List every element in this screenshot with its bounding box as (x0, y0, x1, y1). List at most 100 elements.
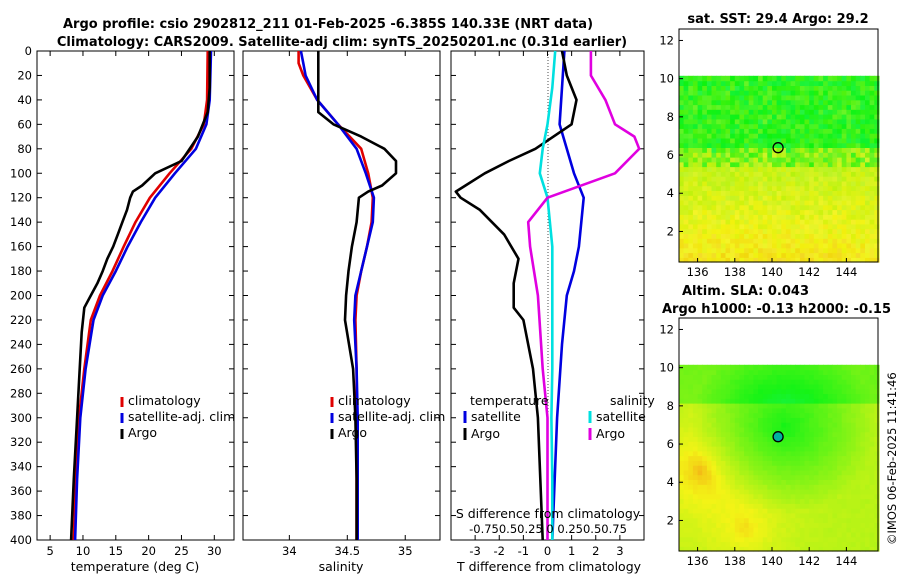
heatmap-cell (776, 403, 782, 409)
heatmap-cell (748, 209, 754, 215)
heatmap-cell (823, 252, 829, 258)
heatmap-cell (846, 204, 852, 211)
heatmap-cell (865, 133, 871, 139)
heatmap-cell (855, 503, 861, 509)
heatmap-cell (790, 503, 796, 509)
heatmap-cell (865, 546, 871, 552)
heatmap-cell (734, 118, 740, 125)
heatmap-cell (799, 517, 806, 523)
heatmap-cell (837, 383, 843, 390)
heatmap-cell (725, 114, 731, 120)
heatmap-cell (809, 403, 815, 409)
heatmap-cell (832, 441, 838, 447)
heatmap-cell (865, 441, 871, 447)
heatmap-cell (809, 185, 815, 191)
heatmap-cell (776, 118, 782, 125)
heatmap-cell (799, 199, 806, 206)
heatmap-cell (730, 527, 736, 533)
heatmap-cell (785, 450, 792, 457)
heatmap-cell (846, 369, 852, 375)
heatmap-cell (846, 209, 852, 215)
heatmap-cell (855, 398, 861, 404)
heatmap-cell (683, 257, 689, 263)
heatmap-cell (813, 398, 819, 404)
heatmap-cell (860, 80, 866, 86)
heatmap-cell (855, 157, 861, 163)
heatmap-cell (730, 204, 736, 211)
heatmap-cell (799, 128, 806, 134)
heatmap-cell (767, 431, 773, 437)
heatmap-cell (790, 546, 796, 552)
heatmap-cell (809, 508, 815, 514)
heatmap-cell (702, 517, 708, 523)
heatmap-cell (762, 152, 768, 158)
heatmap-cell (748, 75, 754, 82)
heatmap-cell (706, 142, 713, 148)
heatmap-cell (841, 252, 847, 258)
heatmap-cell (744, 541, 750, 547)
heatmap-cell (739, 204, 745, 211)
heatmap-cell (846, 474, 852, 480)
heatmap-cell (869, 412, 875, 418)
heatmap-cell (762, 469, 768, 476)
heatmap-cell (734, 450, 740, 457)
heatmap-cell (697, 238, 703, 244)
heatmap-cell (860, 247, 866, 254)
heatmap-cell (785, 238, 792, 244)
heatmap-cell (874, 446, 880, 452)
heatmap-cell (739, 109, 745, 115)
heatmap-cell (846, 233, 852, 239)
heatmap-cell (688, 147, 694, 153)
heatmap-cell (772, 388, 778, 395)
y-tick-label: 100 (10, 166, 32, 180)
heatmap-cell (762, 90, 768, 96)
heatmap-cell (785, 252, 792, 258)
heatmap-cell (865, 252, 871, 258)
heatmap-cell (823, 455, 829, 461)
heatmap-cell (706, 450, 713, 457)
heatmap-cell (762, 383, 768, 390)
heatmap-cell (762, 228, 768, 234)
heatmap-cell (744, 431, 750, 437)
heatmap-cell (725, 527, 731, 533)
heatmap-cell (683, 199, 689, 206)
heatmap-cell (679, 417, 685, 423)
heatmap-cell (841, 147, 847, 153)
heatmap-cell (785, 407, 792, 414)
heatmap-cell (818, 161, 824, 168)
heatmap-cell (869, 541, 875, 547)
heatmap-cell (841, 99, 847, 106)
heatmap-cell (799, 474, 806, 480)
heatmap-cell (706, 85, 713, 91)
heatmap-cell (851, 171, 857, 177)
heatmap-cell (804, 90, 810, 96)
heatmap-cell (776, 209, 782, 215)
heatmap-cell (813, 431, 819, 437)
heatmap-cell (813, 527, 819, 533)
heatmap-cell (688, 209, 694, 215)
heatmap-cell (874, 441, 880, 447)
heatmap-cell (813, 104, 819, 110)
heatmap-cell (776, 109, 782, 115)
heatmap-cell (785, 412, 792, 418)
heatmap-cell (818, 479, 824, 485)
heatmap-cell (762, 176, 768, 182)
heatmap-cell (748, 412, 754, 418)
heatmap-cell (823, 223, 829, 230)
heatmap-cell (767, 536, 773, 543)
heatmap-cell (734, 114, 740, 120)
heatmap-cell (790, 379, 796, 385)
heatmap-cell (776, 536, 782, 543)
heatmap-cell (772, 85, 778, 91)
heatmap-cell (790, 99, 796, 106)
heatmap-cell (781, 541, 787, 547)
heatmap-cell (874, 417, 880, 423)
heatmap-cell (772, 233, 778, 239)
x-tick-label: 10 (76, 544, 91, 558)
heatmap-cell (785, 204, 792, 211)
heatmap-cell (679, 157, 685, 163)
heatmap-cell (855, 75, 861, 82)
heatmap-cell (720, 460, 726, 466)
heatmap-cell (706, 90, 713, 96)
heatmap-cell (739, 493, 745, 500)
